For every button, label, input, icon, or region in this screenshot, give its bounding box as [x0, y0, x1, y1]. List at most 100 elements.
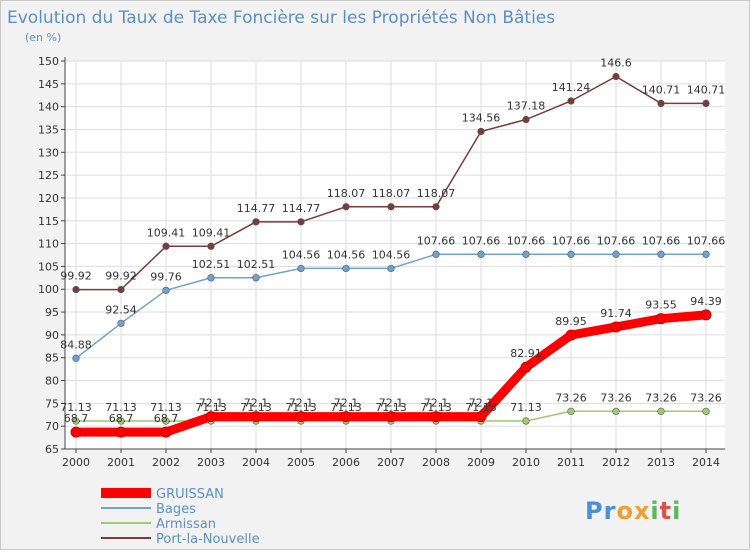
x-tick-label: 2008 [422, 456, 450, 469]
x-tick-label: 2002 [152, 456, 180, 469]
x-tick-label: 2014 [692, 456, 720, 469]
data-point [567, 407, 575, 415]
data-point [340, 411, 352, 423]
data-point [655, 313, 667, 325]
data-label: 82.91 [510, 347, 542, 360]
data-point [342, 203, 350, 211]
data-label: 68.7 [154, 412, 179, 425]
data-point [342, 264, 350, 273]
data-point [567, 97, 575, 105]
data-label: 71.13 [375, 401, 407, 414]
legend-label: Armissan [156, 517, 216, 532]
data-label: 118.07 [327, 187, 366, 200]
data-label: 104.56 [282, 248, 321, 261]
data-label: 99.76 [150, 270, 182, 283]
data-point [612, 72, 620, 81]
logo-text: Proxiti [585, 497, 681, 525]
y-tick-label: 135 [38, 123, 59, 136]
data-point [250, 411, 262, 423]
data-point [387, 264, 395, 273]
data-label: 71.13 [465, 401, 497, 414]
data-point [432, 203, 440, 211]
data-point [297, 218, 305, 226]
data-label: 107.66 [507, 234, 546, 247]
legend-label: GRUISSAN [156, 487, 224, 502]
y-tick-label: 125 [38, 169, 59, 182]
data-point [162, 242, 170, 250]
data-label: 141.24 [552, 81, 591, 94]
data-label: 93.55 [645, 299, 677, 312]
y-axis-label: (en %) [25, 31, 61, 44]
data-point [252, 274, 260, 282]
data-point [702, 99, 710, 108]
data-point [252, 218, 260, 226]
legend-label: Bages [156, 502, 196, 517]
data-label: 107.66 [417, 234, 456, 247]
data-point [207, 274, 215, 282]
data-point [567, 250, 575, 258]
proxiti-logo: Proxiti [585, 497, 681, 525]
data-point [160, 426, 172, 438]
y-tick-label: 110 [38, 238, 59, 251]
x-tick-label: 2003 [197, 456, 225, 469]
data-label: 99.92 [105, 270, 137, 283]
y-tick-label: 80 [45, 375, 59, 388]
data-point [657, 407, 665, 415]
data-point [72, 354, 80, 362]
data-point [477, 127, 485, 136]
data-point [295, 411, 307, 423]
x-tick-label: 2006 [332, 456, 360, 469]
data-label: 71.13 [420, 401, 452, 414]
y-tick-label: 85 [45, 352, 59, 365]
data-label: 68.7 [64, 412, 89, 425]
data-label: 71.13 [240, 401, 272, 414]
chart-title: Evolution du Taux de Taxe Foncière sur l… [7, 8, 555, 28]
data-label: 102.51 [192, 258, 231, 271]
data-point [520, 361, 532, 373]
y-tick-label: 130 [38, 146, 59, 159]
data-point [72, 417, 80, 425]
x-tick-label: 2010 [512, 456, 540, 469]
data-point [430, 411, 442, 423]
series-layer [70, 72, 712, 438]
data-label: 73.26 [555, 391, 587, 404]
y-tick-label: 145 [38, 78, 59, 91]
data-label: 107.66 [462, 234, 501, 247]
data-point [70, 426, 82, 438]
data-label: 134.56 [462, 111, 501, 124]
data-label: 71.13 [330, 401, 362, 414]
data-label: 71.13 [105, 401, 137, 414]
y-tick-label: 150 [38, 55, 59, 68]
data-point [702, 407, 710, 415]
y-tick-label: 75 [45, 397, 59, 410]
data-label: 71.13 [60, 401, 92, 414]
x-tick-label: 2011 [557, 456, 585, 469]
data-point [207, 242, 215, 250]
y-tick-label: 100 [38, 283, 59, 296]
y-tick-label: 105 [38, 260, 59, 273]
x-tick-label: 2009 [467, 456, 495, 469]
data-point [657, 99, 665, 108]
data-label: 118.07 [372, 187, 411, 200]
data-point [72, 286, 80, 294]
data-label: 94.39 [690, 295, 722, 308]
data-point [657, 250, 665, 258]
data-point [477, 250, 485, 258]
data-point [387, 203, 395, 211]
y-tick-label: 120 [38, 192, 59, 205]
data-label: 73.26 [645, 391, 677, 404]
data-label: 118.07 [417, 187, 456, 200]
data-point [117, 417, 125, 425]
data-label: 92.54 [105, 303, 137, 316]
data-point [162, 286, 170, 294]
data-label: 72.1 [289, 397, 314, 410]
legend-label: Port-la-Nouvelle [156, 532, 260, 547]
y-tick-label: 65 [45, 443, 59, 456]
data-label: 84.88 [60, 338, 92, 351]
data-label: 71.13 [510, 401, 542, 414]
data-label: 91.74 [600, 307, 632, 320]
data-label: 73.26 [690, 391, 722, 404]
y-tick-label: 140 [38, 101, 59, 114]
